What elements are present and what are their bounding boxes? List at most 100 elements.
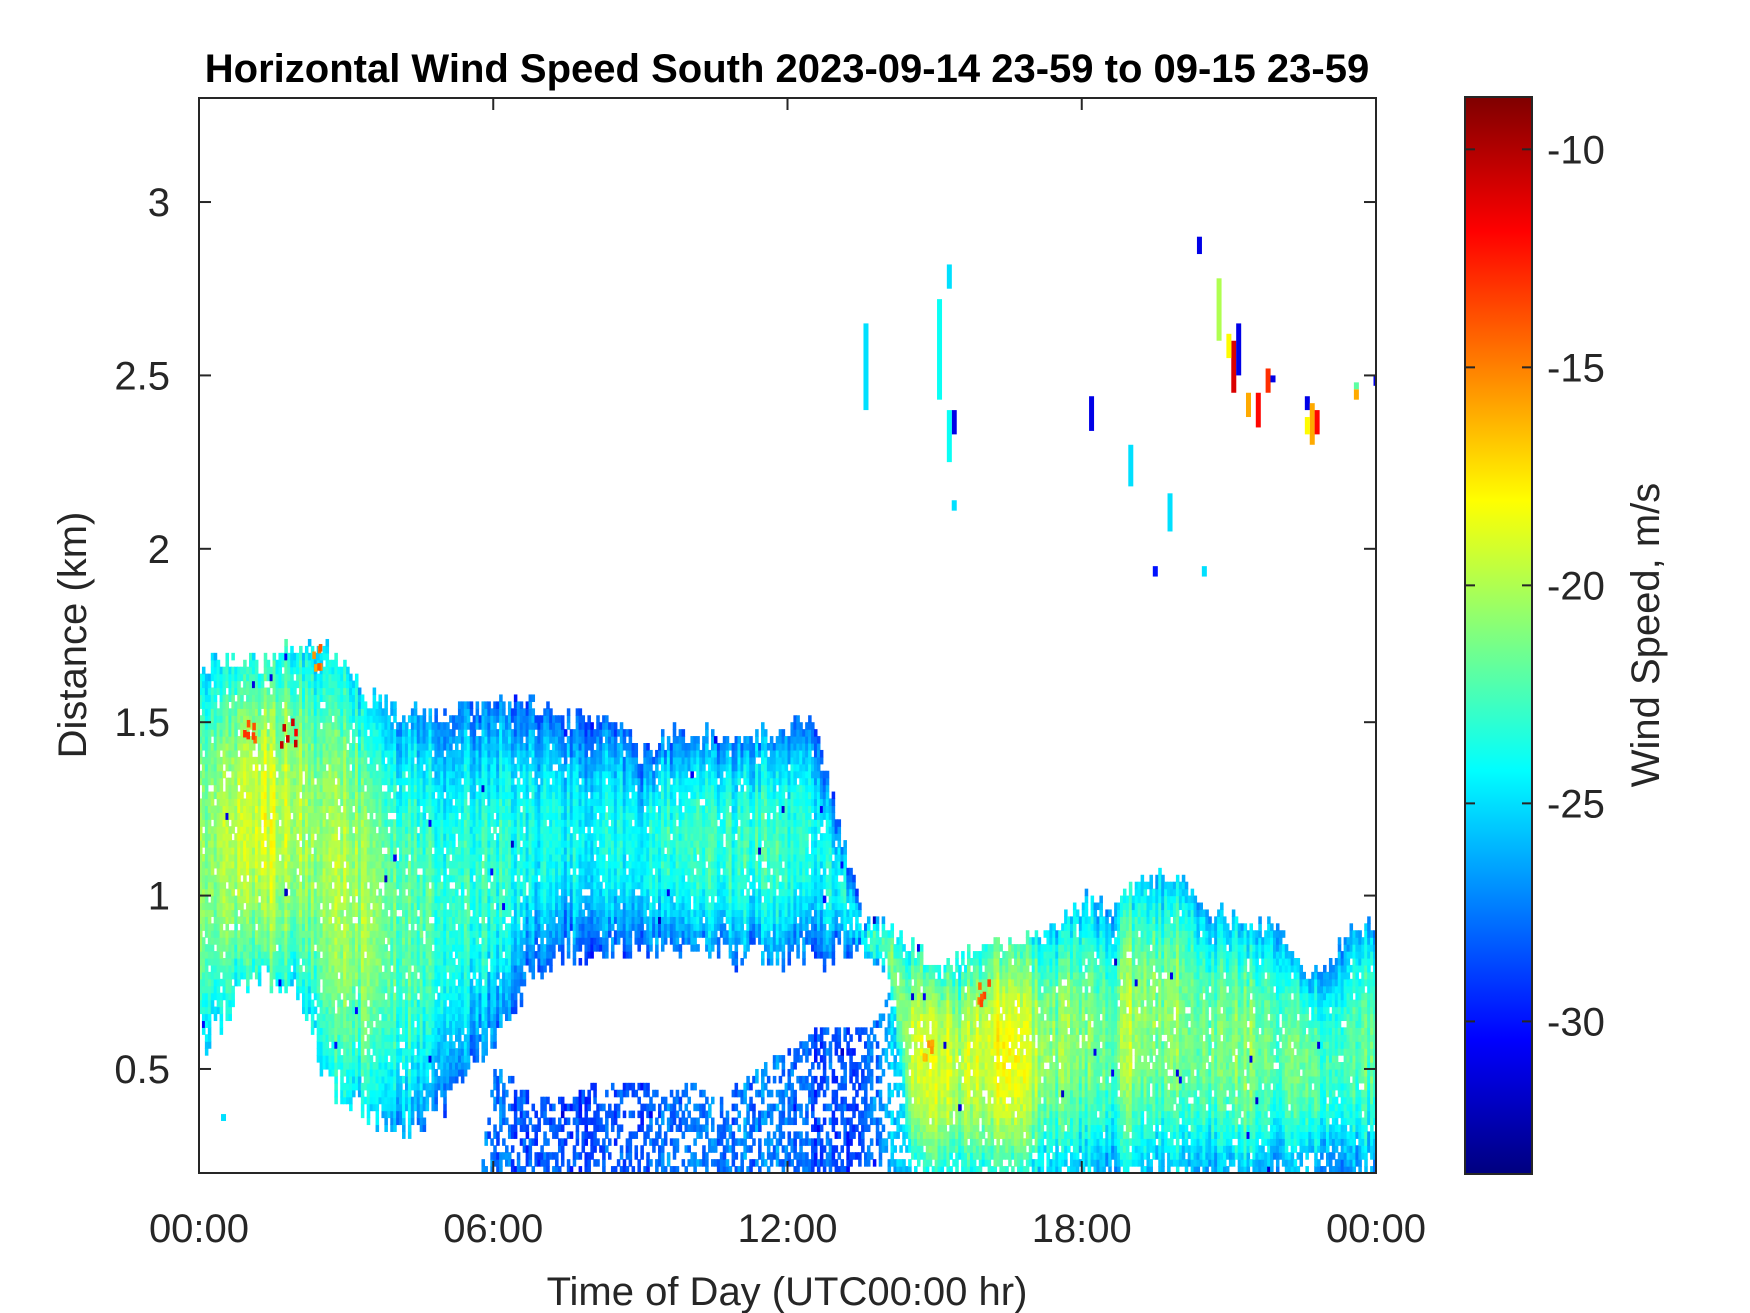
heatmap-cell [260,853,265,862]
heatmap-cell [257,867,262,876]
heatmap-cell [290,951,294,959]
heatmap-cell [325,902,330,911]
heatmap-cell [293,951,297,959]
heatmap-cell [243,777,247,786]
heatmap-cell [254,971,259,980]
heatmap-cell [254,756,259,765]
heatmap-cell [237,833,241,841]
heatmap-cell [225,715,230,723]
heatmap-cell [378,701,383,709]
heatmap-cell [207,944,212,952]
heatmap-cell [310,867,315,876]
heatmap-cell [246,971,250,980]
heatmap-cell [299,812,303,820]
heatmap-cell [243,930,247,938]
heatmap-cell [228,1006,232,1015]
heatmap-cell [225,659,230,668]
heatmap-cell [334,687,338,696]
heatmap-cell [290,749,294,758]
heatmap-cell [316,791,321,800]
heatmap-cell [201,722,206,730]
heatmap-cell [363,805,368,813]
heatmap-cell [284,874,288,883]
heatmap-cell [290,784,294,793]
heatmap-cell [304,743,309,751]
heatmap-cell [210,659,215,668]
heatmap-cell [346,971,350,980]
heatmap-cell [246,888,250,897]
heatmap-cell [199,985,203,994]
heatmap-cell [290,958,294,966]
heatmap-cell [201,680,206,689]
heatmap-cell [301,1006,306,1015]
heatmap-cell [310,985,315,994]
heatmap-cell [299,888,303,897]
heatmap-cell [231,798,235,807]
heatmap-cell [260,777,265,786]
heatmap-cell [331,895,335,904]
heatmap-cell [419,930,424,938]
heatmap-cell [246,694,250,702]
heatmap-cell [301,805,306,813]
heatmap-cell [319,847,324,855]
heatmap-cell [296,964,300,973]
heatmap-cell [284,756,288,765]
heatmap-cell [349,826,353,834]
heatmap-cell [404,923,409,931]
heatmap-cell [243,881,247,890]
heatmap-cell [254,833,259,841]
heatmap-cell [234,722,238,730]
heatmap-cell [296,888,300,897]
heatmap-cell [404,722,409,730]
heatmap-cell [343,1096,347,1105]
heatmap-cell [431,992,435,1001]
heatmap-cell [249,652,253,661]
heatmap-cell [313,694,318,702]
heatmap-cell [334,1055,338,1063]
heatmap-cell [346,1082,350,1091]
heatmap-cell [372,694,377,702]
heatmap-cell [331,722,335,730]
heatmap-cell [334,1062,338,1070]
heatmap-cell [307,840,312,848]
heatmap-cell [299,749,303,758]
heatmap-cell [246,777,250,786]
heatmap-cell [293,763,297,772]
heatmap-cell [349,971,353,980]
heatmap-cell [316,944,321,952]
heatmap-cell [334,798,338,807]
heatmap-cell [360,1048,365,1056]
heatmap-cell [210,749,215,758]
heatmap-cell [410,1020,415,1028]
heatmap-cell [266,819,271,827]
heatmap-cell [328,826,333,834]
heatmap-cell [213,1013,218,1022]
heatmap-cell [251,867,256,876]
heatmap-cell [325,909,330,917]
heatmap-cell [281,909,285,917]
heatmap-cell [343,840,347,848]
heatmap-cell [260,833,265,841]
heatmap-cell [228,881,232,890]
heatmap-cell [343,777,347,786]
heatmap-cell [207,1013,212,1022]
heatmap-cell [428,708,433,716]
heatmap-cell [275,826,280,834]
heatmap-cell [287,964,291,973]
heatmap-cell [337,930,341,938]
heatmap-cell [225,784,230,793]
heatmap-cell [249,971,253,980]
heatmap-cell [216,659,221,668]
heatmap-cell [310,958,315,966]
heatmap-cell [263,666,268,675]
heatmap-cell [278,985,282,994]
heatmap-cell [228,895,232,904]
heatmap-cell [313,853,318,862]
heatmap-cell [352,770,356,779]
heatmap-cell [301,909,306,917]
heatmap-cell [299,833,303,841]
heatmap-cell [484,1027,488,1035]
heatmap-cell [384,944,388,952]
heatmap-cell [349,853,353,862]
heatmap-cell [354,784,359,793]
